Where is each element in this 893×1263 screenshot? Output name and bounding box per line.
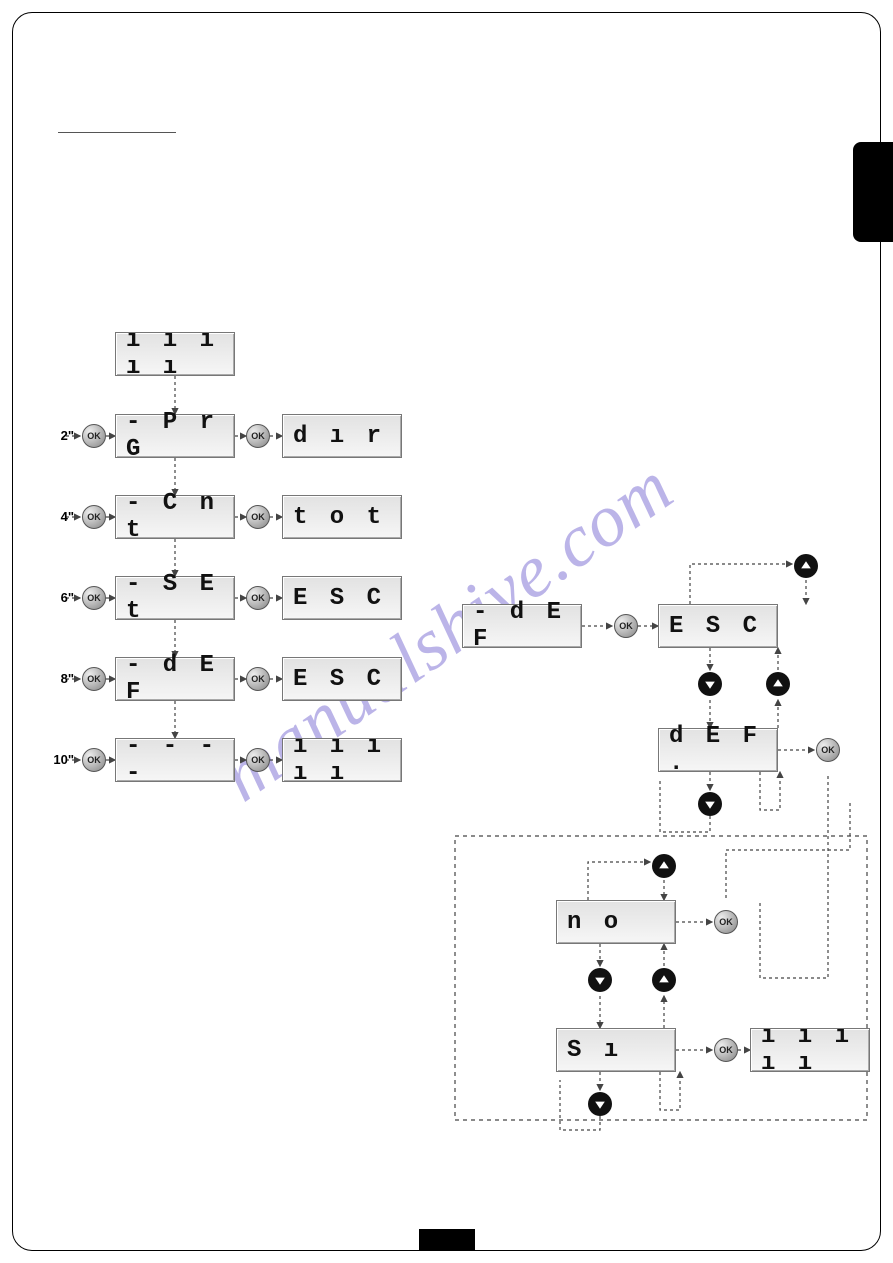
arrow-down-icon[interactable] — [588, 968, 612, 992]
lcd-idle-top: ı ı ı ı ı — [115, 332, 235, 376]
lcd-si: S ı — [556, 1028, 676, 1072]
arrow-down-icon[interactable] — [698, 792, 722, 816]
time-label: 4" — [48, 509, 74, 524]
time-label: 6" — [48, 590, 74, 605]
ok-button[interactable]: OK — [82, 424, 106, 448]
ok-button[interactable]: OK — [246, 748, 270, 772]
ok-button[interactable]: OK — [246, 586, 270, 610]
lcd-prg: - P r G — [115, 414, 235, 458]
lcd-esc-right: E S C — [658, 604, 778, 648]
lcd-cnt: - C n t — [115, 495, 235, 539]
lcd-tot: t o t — [282, 495, 402, 539]
lcd-set: - S E t — [115, 576, 235, 620]
ok-button[interactable]: OK — [246, 424, 270, 448]
lcd-no: n o — [556, 900, 676, 944]
lcd-def: - d E F — [115, 657, 235, 701]
lcd-idle2: ı ı ı ı ı — [282, 738, 402, 782]
arrow-up-icon[interactable] — [652, 854, 676, 878]
lcd-defdot: d E F . — [658, 728, 778, 772]
ok-button[interactable]: OK — [82, 505, 106, 529]
ok-button[interactable]: OK — [246, 505, 270, 529]
arrow-down-icon[interactable] — [588, 1092, 612, 1116]
lcd-esc2: E S C — [282, 657, 402, 701]
ok-button[interactable]: OK — [82, 586, 106, 610]
lcd-idle-right: ı ı ı ı ı — [750, 1028, 870, 1072]
lcd-esc1: E S C — [282, 576, 402, 620]
ok-button[interactable]: OK — [714, 910, 738, 934]
lcd-def-right: - d E F — [462, 604, 582, 648]
time-label: 2" — [48, 428, 74, 443]
ok-button[interactable]: OK — [614, 614, 638, 638]
arrow-up-icon[interactable] — [766, 672, 790, 696]
arrow-up-icon[interactable] — [652, 968, 676, 992]
time-label: 8" — [48, 671, 74, 686]
time-label: 10" — [44, 752, 74, 767]
ok-button[interactable]: OK — [82, 667, 106, 691]
arrow-up-icon[interactable] — [794, 554, 818, 578]
ok-button[interactable]: OK — [714, 1038, 738, 1062]
lcd-dir: d ı r — [282, 414, 402, 458]
ok-button[interactable]: OK — [816, 738, 840, 762]
ok-button[interactable]: OK — [246, 667, 270, 691]
lcd-dashes: - - - - — [115, 738, 235, 782]
arrow-down-icon[interactable] — [698, 672, 722, 696]
ok-button[interactable]: OK — [82, 748, 106, 772]
